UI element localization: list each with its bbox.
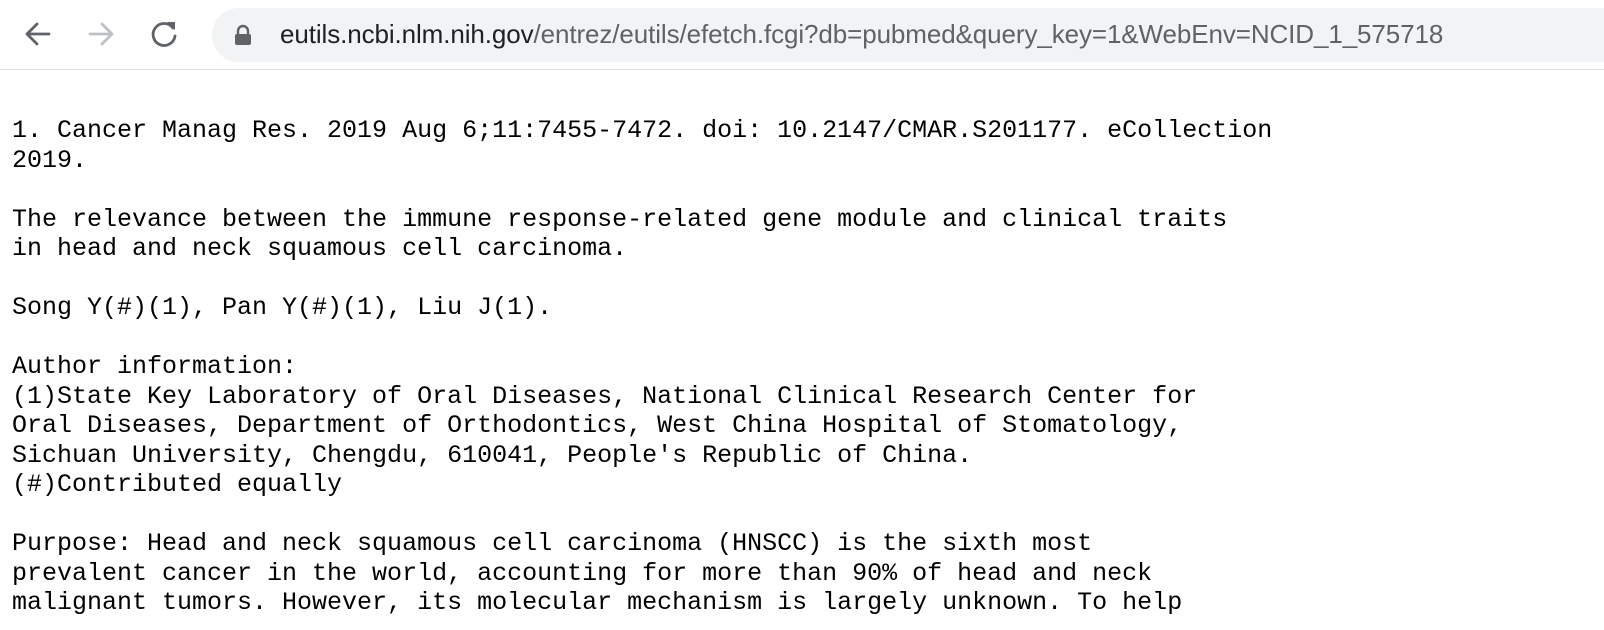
affiliation-line: Sichuan University, Chengdu, 610041, Peo… <box>12 440 973 470</box>
back-arrow-icon <box>25 22 51 46</box>
url-host: eutils.ncbi.nlm.nih.gov <box>280 19 534 49</box>
url-text[interactable]: eutils.ncbi.nlm.nih.gov/entrez/eutils/ef… <box>280 19 1443 49</box>
title-line: The relevance between the immune respons… <box>12 204 1228 234</box>
author-info-heading: Author information: <box>12 352 298 381</box>
browser-toolbar: eutils.ncbi.nlm.nih.gov/entrez/eutils/ef… <box>0 0 1604 70</box>
abstract-line: malignant tumors. However, its molecular… <box>12 588 1183 617</box>
forward-button[interactable] <box>81 14 121 54</box>
affiliation-line: Oral Diseases, Department of Orthodontic… <box>12 411 1183 440</box>
abstract-line: Purpose: Head and neck squamous cell car… <box>12 529 1093 558</box>
affiliation-line: (1)State Key Laboratory of Oral Diseases… <box>12 381 1198 411</box>
lock-icon <box>235 24 251 45</box>
reload-icon <box>151 22 177 47</box>
citation-line: 2019. <box>12 145 88 175</box>
url-path: /entrez/eutils/efetch.fcgi?db=pubmed&que… <box>533 19 1444 49</box>
reload-button[interactable] <box>144 14 184 54</box>
blank-line <box>12 264 1272 294</box>
blank-line <box>12 175 1272 205</box>
pubmed-record-text: 1. Cancer Manag Res. 2019 Aug 6;11:7455-… <box>12 116 1272 618</box>
back-button[interactable] <box>18 14 58 54</box>
address-bar[interactable]: eutils.ncbi.nlm.nih.gov/entrez/eutils/ef… <box>212 8 1604 62</box>
citation-line: 1. Cancer Manag Res. 2019 Aug 6;11:7455-… <box>12 116 1273 145</box>
abstract-line: prevalent cancer in the world, accountin… <box>12 558 1153 588</box>
authors-line: Song Y(#)(1), Pan Y(#)(1), Liu J(1). <box>12 293 553 322</box>
blank-line <box>12 500 1272 530</box>
forward-arrow-icon <box>88 22 114 46</box>
contributed-note: (#)Contributed equally <box>12 470 343 499</box>
blank-line <box>12 323 1272 353</box>
title-line: in head and neck squamous cell carcinoma… <box>12 234 628 263</box>
